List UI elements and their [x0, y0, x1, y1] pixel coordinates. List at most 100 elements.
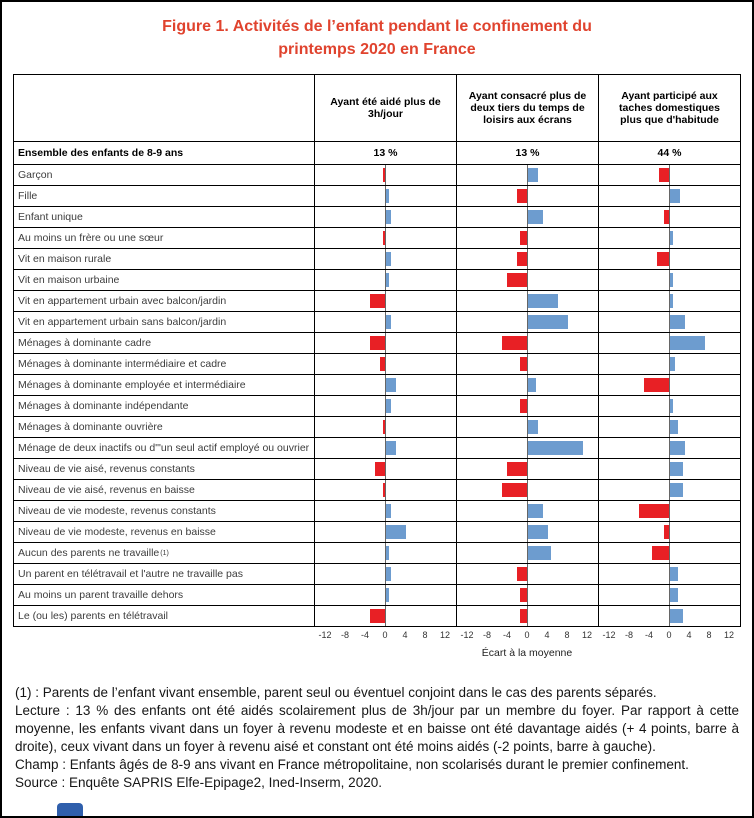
table-row: Aucun des parents ne travaille (1)	[14, 543, 740, 564]
axis-tick-label: 12	[581, 630, 593, 640]
bar-cell	[456, 585, 598, 605]
bar-positive	[670, 420, 678, 434]
bar-positive	[670, 273, 673, 287]
bar-negative	[659, 168, 669, 182]
bar-positive	[528, 315, 568, 329]
bar-cell	[456, 522, 598, 542]
zero-axis-line	[385, 522, 386, 542]
bar-cell	[456, 564, 598, 584]
bar-positive	[670, 609, 683, 623]
table-body: Garçon Fille Enfant unique Au moins un frèr…	[14, 165, 740, 626]
zero-axis-line	[669, 207, 670, 227]
zero-axis-line	[669, 249, 670, 269]
bar-negative	[375, 462, 385, 476]
row-label: Ménages à dominante ouvrière	[18, 421, 163, 433]
bar-negative	[517, 567, 527, 581]
axis-tick-label: 0	[382, 630, 388, 640]
zero-axis-line	[669, 165, 670, 185]
bar-positive	[528, 441, 583, 455]
bar-negative	[382, 168, 385, 182]
zero-axis-line	[527, 606, 528, 626]
zero-axis-line	[669, 312, 670, 332]
table-row: Vit en appartement urbain avec balcon/ja…	[14, 291, 740, 312]
table-row: Ménages à dominante employée et interméd…	[14, 375, 740, 396]
row-label: Enfant unique	[18, 211, 83, 223]
bar-cell	[598, 606, 740, 626]
axis-tick-label: 0	[666, 630, 672, 640]
header-panel-2: Ayant consacré plus de deux tiers du tem…	[456, 75, 598, 141]
axis-tick-label: -12	[460, 630, 474, 640]
table-row: Niveau de vie aisé, revenus constants	[14, 459, 740, 480]
bar-cell	[314, 585, 456, 605]
bar-cell	[456, 417, 598, 437]
row-label: Niveau de vie modeste, revenus constants	[18, 505, 216, 517]
footnote-block: (1) : Parents de l’enfant vivant ensembl…	[15, 684, 739, 792]
ensemble-value-3: 44 %	[598, 142, 740, 164]
bar-cell	[456, 207, 598, 227]
zero-axis-line	[527, 312, 528, 332]
table-row: Ménages à dominante cadre	[14, 333, 740, 354]
bar-positive	[670, 357, 675, 371]
bar-cell	[598, 249, 740, 269]
row-label: Ménages à dominante cadre	[18, 337, 152, 349]
bar-cell	[314, 501, 456, 521]
bar-cell	[598, 270, 740, 290]
table-row: Enfant unique	[14, 207, 740, 228]
bar-negative	[382, 231, 385, 245]
row-label: Ménages à dominante indépendante	[18, 400, 189, 412]
bar-cell	[314, 396, 456, 416]
axis-tick-label: 4	[402, 630, 408, 640]
bar-cell	[314, 270, 456, 290]
bar-positive	[386, 378, 396, 392]
ensemble-row: Ensemble des enfants de 8-9 ans 13 % 13 …	[14, 142, 740, 165]
axis-tick-label: 4	[544, 630, 550, 640]
bar-cell	[314, 312, 456, 332]
bar-positive	[528, 210, 543, 224]
row-label: Niveau de vie aisé, revenus constants	[18, 463, 195, 475]
bar-cell	[456, 291, 598, 311]
zero-axis-line	[669, 396, 670, 416]
bar-cell	[598, 291, 740, 311]
zero-axis-line	[527, 585, 528, 605]
bar-positive	[670, 462, 683, 476]
zero-axis-line	[385, 501, 386, 521]
bar-positive	[528, 546, 551, 560]
bar-negative	[370, 609, 385, 623]
row-label: Vit en maison rurale	[18, 253, 112, 265]
zero-axis-line	[385, 417, 386, 437]
row-label: Garçon	[18, 169, 53, 181]
bar-cell	[456, 228, 598, 248]
zero-axis-line	[527, 228, 528, 248]
table-row: Ménages à dominante ouvrière	[14, 417, 740, 438]
bar-cell	[598, 186, 740, 206]
bar-negative	[502, 336, 527, 350]
bar-cell	[314, 207, 456, 227]
zero-axis-line	[385, 354, 386, 374]
row-label: Un parent en télétravail et l'autre ne t…	[18, 568, 243, 580]
zero-axis-line	[527, 480, 528, 500]
footnote-champ: Champ : Enfants âgés de 8-9 ans vivant e…	[15, 756, 689, 772]
ensemble-value-1: 13 %	[314, 142, 456, 164]
zero-axis-line	[385, 606, 386, 626]
bar-cell	[314, 480, 456, 500]
figure-title-text: Figure 1. Activités de l’enfant pendant …	[162, 18, 592, 59]
row-label: Vit en appartement urbain sans balcon/ja…	[18, 316, 227, 328]
zero-axis-line	[385, 165, 386, 185]
zero-axis-line	[385, 333, 386, 353]
zero-axis-line	[385, 564, 386, 584]
bar-positive	[670, 567, 678, 581]
bar-cell	[314, 249, 456, 269]
bar-cell	[314, 291, 456, 311]
table-row: Vit en maison rurale	[14, 249, 740, 270]
bar-cell	[314, 354, 456, 374]
bar-negative	[517, 189, 527, 203]
bar-cell	[598, 207, 740, 227]
bar-cell	[598, 564, 740, 584]
bar-cell	[598, 438, 740, 458]
zero-axis-line	[527, 564, 528, 584]
bar-negative	[664, 210, 669, 224]
bar-positive	[528, 168, 538, 182]
x-axis-ticks: -12 -8 -4 0 4 8 12 -12 -8 -4 0 4 8 12 -12 -8 -4 0 4 8 12	[14, 630, 740, 644]
zero-axis-line	[669, 186, 670, 206]
